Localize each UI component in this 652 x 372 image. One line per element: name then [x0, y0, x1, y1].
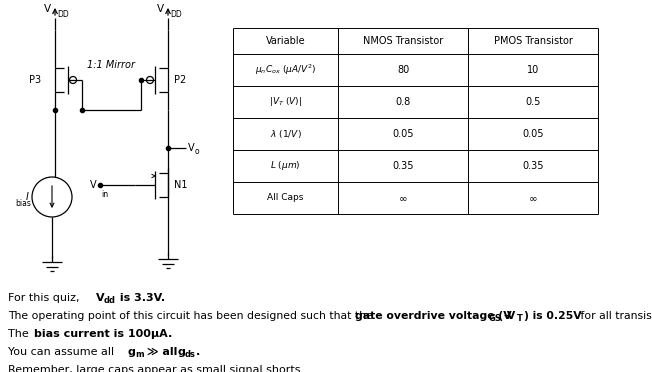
Text: -V: -V	[503, 311, 515, 321]
Text: PMOS Transistor: PMOS Transistor	[494, 36, 572, 46]
Text: 1:1 Mirror: 1:1 Mirror	[87, 60, 135, 70]
Text: $\mu_n C_{ox}\ (\mu A/V^2)$: $\mu_n C_{ox}\ (\mu A/V^2)$	[255, 63, 316, 77]
Text: V: V	[44, 4, 51, 14]
Text: P2: P2	[174, 75, 186, 85]
Text: V: V	[157, 4, 164, 14]
Text: Remember, large caps appear as small signal shorts.: Remember, large caps appear as small sig…	[8, 365, 304, 372]
Text: V: V	[91, 180, 97, 190]
Text: P3: P3	[29, 75, 41, 85]
Text: ds: ds	[185, 350, 196, 359]
Text: 0.8: 0.8	[395, 97, 411, 107]
Text: for all transistors.: for all transistors.	[577, 311, 652, 321]
Text: is 3.3V.: is 3.3V.	[116, 293, 165, 303]
Text: The operating point of this circuit has been designed such that the: The operating point of this circuit has …	[8, 311, 376, 321]
Text: 0.5: 0.5	[526, 97, 541, 107]
Text: $\lambda\ (1/V)$: $\lambda\ (1/V)$	[269, 128, 301, 140]
Text: You can assume all: You can assume all	[8, 347, 117, 357]
Text: V: V	[96, 293, 104, 303]
Text: ≫ all: ≫ all	[143, 347, 181, 357]
Text: $\infty$: $\infty$	[528, 193, 538, 203]
Text: All Caps: All Caps	[267, 193, 304, 202]
Text: Variable: Variable	[265, 36, 305, 46]
Text: 0.05: 0.05	[522, 129, 544, 139]
Text: 0.35: 0.35	[522, 161, 544, 171]
Text: g: g	[178, 347, 186, 357]
Text: $L\ (\mu m)$: $L\ (\mu m)$	[270, 160, 301, 173]
Text: o: o	[195, 148, 200, 157]
Text: bias current is 100μA.: bias current is 100μA.	[34, 329, 172, 339]
Text: in: in	[101, 190, 108, 199]
Text: The: The	[8, 329, 32, 339]
Text: T: T	[517, 314, 523, 323]
Text: 0.35: 0.35	[393, 161, 414, 171]
Text: V: V	[188, 143, 195, 153]
Text: m: m	[135, 350, 143, 359]
Text: I: I	[26, 192, 29, 202]
Text: DD: DD	[170, 10, 182, 19]
Text: $|V_T\ (V)|$: $|V_T\ (V)|$	[269, 96, 302, 109]
Text: For this quiz,: For this quiz,	[8, 293, 83, 303]
Text: bias: bias	[15, 199, 31, 208]
Text: g: g	[128, 347, 136, 357]
Text: ) is 0.25V: ) is 0.25V	[524, 311, 582, 321]
Text: DD: DD	[57, 10, 68, 19]
Text: $\infty$: $\infty$	[398, 193, 408, 203]
Text: GS: GS	[489, 314, 502, 323]
Text: 80: 80	[397, 65, 409, 75]
Text: dd: dd	[104, 296, 116, 305]
Text: gate overdrive voltage (V: gate overdrive voltage (V	[355, 311, 512, 321]
Text: N1: N1	[174, 180, 188, 190]
Text: .: .	[196, 347, 200, 357]
Text: NMOS Transistor: NMOS Transistor	[363, 36, 443, 46]
Text: 0.05: 0.05	[393, 129, 414, 139]
Text: 10: 10	[527, 65, 539, 75]
